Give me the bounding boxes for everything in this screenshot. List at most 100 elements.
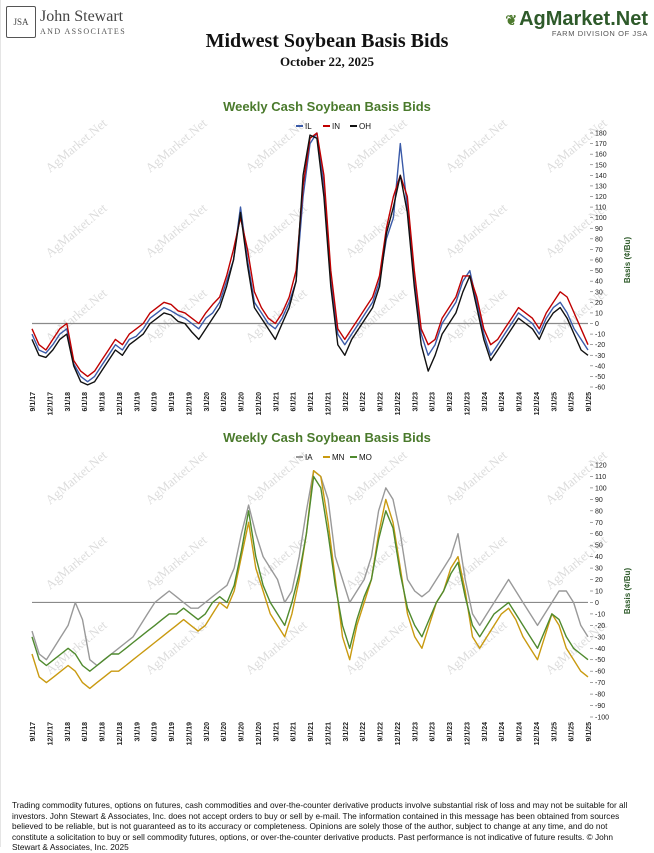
- x-tick-label: 9/1/25: [586, 722, 593, 742]
- x-tick-label: 6/1/19: [152, 722, 159, 742]
- y-tick-label: -90: [595, 703, 605, 710]
- x-tick-label: 9/1/21: [308, 722, 315, 742]
- x-tick-label: 3/1/22: [343, 392, 350, 412]
- y-tick-label: 100: [595, 215, 607, 222]
- x-tick-label: 9/1/20: [239, 392, 246, 412]
- watermark-text: AgMarket.Net: [142, 532, 210, 592]
- disclaimer-text: Trading commodity futures, options on fu…: [12, 800, 628, 852]
- chart-title: Weekly Cash Soybean Basis Bids: [223, 99, 431, 114]
- legend-label: IL: [305, 122, 312, 131]
- y-tick-label: 70: [595, 247, 603, 254]
- watermark-text: AgMarket.Net: [42, 617, 110, 677]
- legend-label: OH: [359, 122, 371, 131]
- x-tick-label: 12/1/24: [534, 392, 541, 415]
- y-tick-label: 90: [595, 226, 603, 233]
- x-tick-label: 12/1/24: [534, 722, 541, 745]
- chart-title: Weekly Cash Soybean Basis Bids: [223, 430, 431, 445]
- x-tick-label: 9/1/22: [378, 392, 385, 412]
- x-tick-label: 9/1/25: [586, 392, 593, 412]
- page-border: [0, 0, 1, 847]
- x-tick-label: 3/1/24: [482, 722, 489, 742]
- x-tick-label: 3/1/25: [551, 392, 558, 412]
- y-tick-label: -30: [595, 634, 605, 641]
- x-tick-label: 3/1/20: [204, 722, 211, 742]
- y-tick-label: -50: [595, 374, 605, 381]
- watermark-text: AgMarket.Net: [42, 447, 110, 507]
- y-tick-label: 80: [595, 236, 603, 243]
- x-tick-label: 6/1/24: [499, 722, 506, 742]
- x-tick-label: 12/1/19: [186, 722, 193, 745]
- x-tick-label: 6/1/23: [430, 722, 437, 742]
- y-tick-label: 0: [595, 600, 599, 607]
- x-tick-label: 6/1/25: [569, 392, 576, 412]
- x-tick-label: 6/1/20: [221, 722, 228, 742]
- x-tick-label: 3/1/21: [273, 722, 280, 742]
- y-tick-label: -20: [595, 342, 605, 349]
- y-tick-label: 160: [595, 152, 607, 159]
- x-tick-label: 12/1/23: [464, 722, 471, 745]
- agmarket-logo: ❦ AgMarket.Net FARM DIVISION OF JSA: [505, 8, 648, 38]
- x-tick-label: 6/1/23: [430, 392, 437, 412]
- x-tick-label: 6/1/22: [360, 722, 367, 742]
- y-tick-label: -10: [595, 332, 605, 339]
- y-tick-label: 20: [595, 300, 603, 307]
- watermark-text: AgMarket.Net: [142, 115, 210, 175]
- y-tick-label: 130: [595, 183, 607, 190]
- y-tick-label: 40: [595, 554, 603, 561]
- y-tick-label: 120: [595, 194, 607, 201]
- x-tick-label: 9/1/17: [30, 722, 37, 742]
- chart-western-cornbelt: AgMarket.Net AgMarket.Net AgMarket.Net AgMa…: [30, 430, 632, 745]
- watermark-text: AgMarket.Net: [242, 532, 310, 592]
- x-tick-label: 3/1/19: [134, 392, 141, 412]
- x-tick-label: 9/1/18: [100, 392, 107, 412]
- watermark-text: AgMarket.Net: [142, 285, 210, 345]
- x-tick-label: 6/1/21: [291, 392, 298, 412]
- y-tick-label: 40: [595, 279, 603, 286]
- y-tick-label: -40: [595, 363, 605, 370]
- y-tick-label: 30: [595, 289, 603, 296]
- watermark-text: AgMarket.Net: [442, 447, 510, 507]
- x-tick-label: 3/1/18: [65, 722, 72, 742]
- x-tick-label: 9/1/17: [30, 392, 37, 412]
- watermark-text: AgMarket.Net: [442, 532, 510, 592]
- x-tick-label: 3/1/21: [273, 392, 280, 412]
- y-tick-label: 10: [595, 589, 603, 596]
- y-axis-label: Basis (¢/Bu): [623, 237, 632, 284]
- y-tick-label: -60: [595, 669, 605, 676]
- watermark-text: AgMarket.Net: [142, 447, 210, 507]
- y-tick-label: -10: [595, 611, 605, 618]
- y-tick-label: -20: [595, 623, 605, 630]
- series-line-mo: [31, 475, 589, 672]
- x-tick-label: 9/1/18: [100, 722, 107, 742]
- y-tick-label: 20: [595, 577, 603, 584]
- watermark-text: AgMarket.Net: [42, 200, 110, 260]
- jsa-logo-subtitle: AND ASSOCIATES: [40, 27, 127, 36]
- watermark-text: AgMarket.Net: [242, 115, 310, 175]
- y-tick-label: 180: [595, 131, 607, 138]
- chart-eastern-cornbelt: AgMarket.Net AgMarket.Net AgMarket.Net AgMa…: [30, 99, 632, 415]
- y-tick-label: 0: [595, 321, 599, 328]
- x-tick-label: 6/1/18: [82, 392, 89, 412]
- y-tick-label: -40: [595, 646, 605, 653]
- y-tick-label: 140: [595, 173, 607, 180]
- x-tick-label: 3/1/23: [412, 722, 419, 742]
- y-tick-label: 110: [595, 474, 606, 481]
- x-tick-label: 12/1/21: [325, 722, 332, 745]
- x-tick-label: 9/1/20: [239, 722, 246, 742]
- y-tick-label: 50: [595, 268, 603, 275]
- y-tick-label: 110: [595, 205, 606, 212]
- x-tick-label: 9/1/23: [447, 392, 454, 412]
- watermark-text: AgMarket.Net: [442, 617, 510, 677]
- y-tick-label: -100: [595, 715, 609, 722]
- y-tick-label: -70: [595, 680, 605, 687]
- y-tick-label: 80: [595, 508, 603, 515]
- watermark-text: AgMarket.Net: [42, 115, 110, 175]
- watermark-text: AgMarket.Net: [42, 532, 110, 592]
- series-line-oh: [31, 134, 589, 386]
- y-tick-label: 50: [595, 543, 603, 550]
- x-tick-label: 6/1/22: [360, 392, 367, 412]
- x-tick-label: 12/1/19: [186, 392, 193, 415]
- leaf-icon: ❦: [505, 12, 518, 28]
- x-tick-label: 12/1/22: [395, 392, 402, 415]
- y-tick-label: 60: [595, 531, 603, 538]
